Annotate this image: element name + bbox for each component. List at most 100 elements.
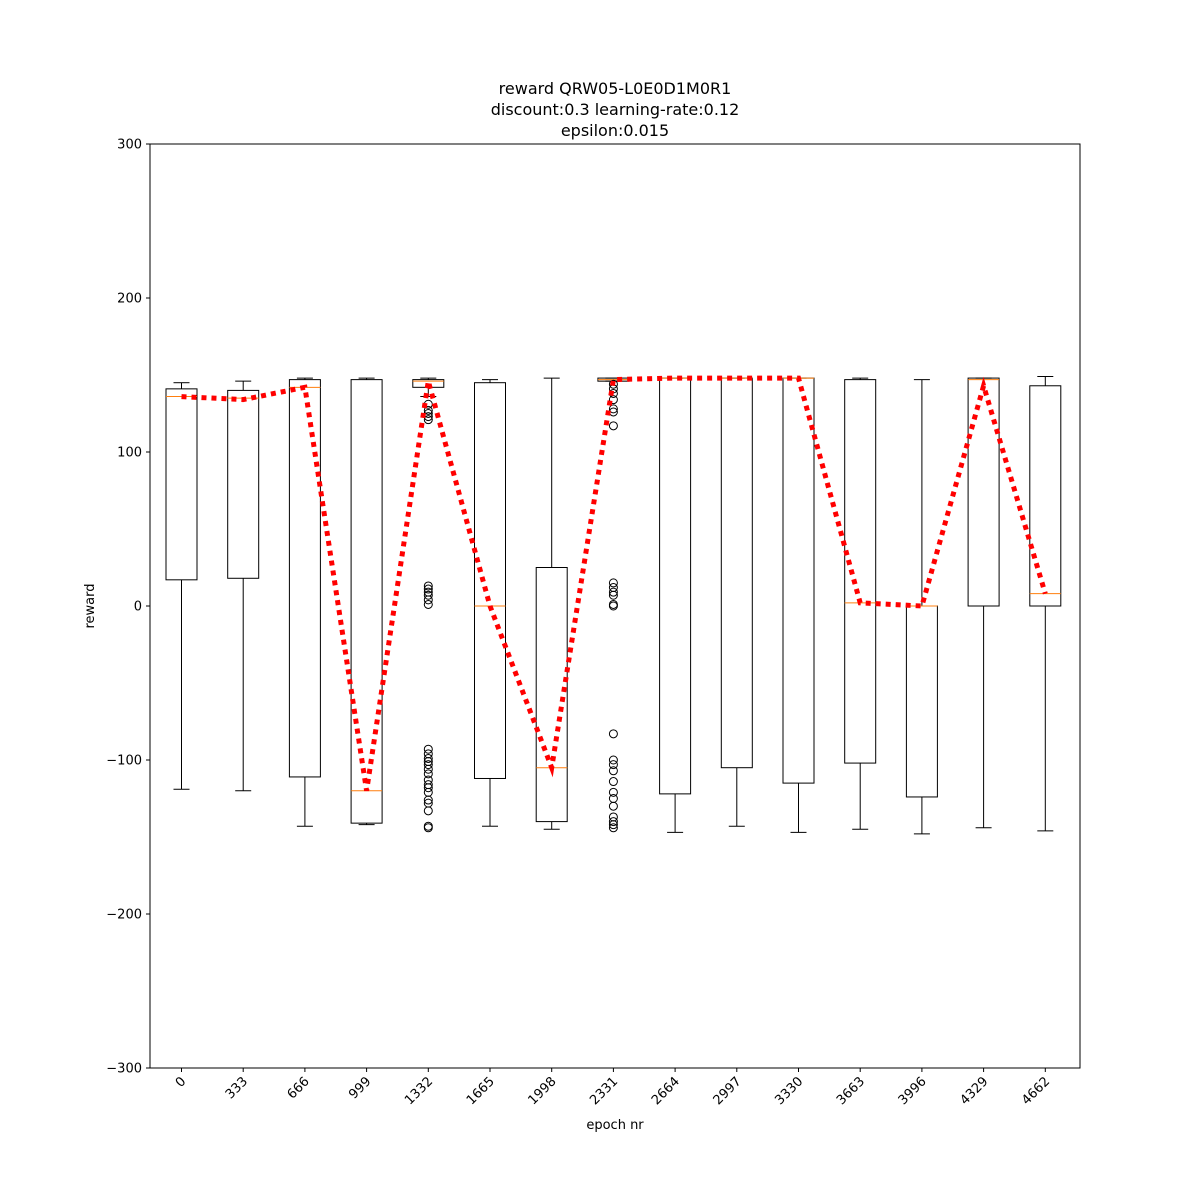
box-666 — [288, 377, 321, 827]
box-body — [535, 567, 568, 823]
x-tick-label: 2664 — [649, 1074, 683, 1108]
box-333 — [227, 380, 260, 792]
outlier-point — [608, 404, 618, 414]
outlier-point — [423, 775, 433, 785]
outlier-point — [423, 590, 433, 600]
outlier-point — [423, 787, 433, 797]
outlier-point — [423, 795, 433, 805]
outlier-point — [608, 787, 618, 797]
outlier-point — [608, 421, 618, 431]
outlier-point — [423, 783, 433, 793]
box-body — [474, 382, 506, 779]
chart-title-line-2: discount:0.3 learning-rate:0.12 — [491, 100, 740, 119]
box-1665 — [474, 379, 506, 827]
box-999 — [350, 377, 383, 826]
outlier-point — [608, 729, 618, 739]
box-body — [350, 379, 383, 824]
outlier-point — [608, 590, 618, 600]
outlier-point — [608, 820, 618, 830]
box-3996 — [905, 379, 938, 835]
outlier-point — [423, 581, 433, 591]
box-4662 — [1029, 376, 1062, 832]
outlier-point — [608, 587, 618, 597]
y-tick-label: 200 — [117, 292, 142, 307]
x-tick-label: 3663 — [834, 1074, 868, 1108]
x-tick-label: 2997 — [711, 1074, 745, 1108]
outlier-point — [608, 395, 618, 405]
x-tick-label: 1998 — [526, 1074, 560, 1108]
x-tick-label: 333 — [223, 1074, 251, 1102]
outlier-point — [608, 379, 618, 389]
outlier-point — [608, 801, 618, 811]
x-tick-label: 666 — [285, 1074, 313, 1102]
x-tick-label: 4329 — [957, 1074, 991, 1108]
outlier-point — [423, 806, 433, 816]
x-tick-label: 0 — [173, 1074, 189, 1090]
x-tick-label: 999 — [346, 1074, 374, 1102]
box-2331 — [597, 377, 630, 833]
outlier-point — [423, 823, 433, 833]
box-body — [844, 379, 877, 764]
box-body — [1029, 385, 1062, 607]
outlier-point — [608, 578, 618, 588]
y-tick-label: 0 — [134, 600, 142, 615]
box-2997 — [720, 377, 753, 827]
outlier-point — [423, 595, 433, 605]
outlier-point — [423, 769, 433, 779]
x-axis: 0 333 666 999 1332 1665 1998 2331 2664 2997 3330 36… — [173, 1068, 1053, 1108]
outlier-point — [608, 812, 618, 822]
box-body — [967, 377, 1000, 607]
outlier-point — [608, 583, 618, 593]
x-tick-label: 3330 — [772, 1074, 806, 1108]
box-body — [288, 379, 321, 778]
outlier-point — [423, 415, 433, 425]
outlier-point — [423, 749, 433, 759]
box-body — [905, 605, 938, 798]
outlier-point — [608, 823, 618, 833]
box-1998 — [535, 377, 568, 830]
y-tick-label: −300 — [106, 1062, 142, 1077]
outlier-point — [608, 755, 618, 765]
chart-title: reward QRW05-L0E0D1M0R1 discount:0.3 lea… — [491, 79, 740, 140]
x-tick-label: 4662 — [1019, 1074, 1053, 1108]
box-body — [227, 389, 260, 579]
outlier-point — [423, 764, 433, 774]
outlier-point — [608, 601, 618, 611]
mean-line — [181, 375, 1048, 792]
outlier-point — [608, 760, 618, 770]
outlier-point — [423, 405, 433, 415]
plot-area — [165, 375, 1062, 835]
x-tick-label: 1332 — [402, 1074, 436, 1108]
box-body — [659, 377, 692, 795]
outlier-point — [423, 760, 433, 770]
y-tick-label: 100 — [117, 446, 142, 461]
outlier-point — [608, 777, 618, 787]
x-tick-label: 2331 — [587, 1074, 621, 1108]
y-tick-label: 300 — [117, 138, 142, 153]
y-axis: −300 −200 −100 0 100 200 300 — [106, 138, 150, 1077]
outlier-point — [608, 794, 618, 803]
box-0 — [165, 382, 198, 790]
outlier-point — [423, 584, 433, 594]
chart-title-line-1: reward QRW05-L0E0D1M0R1 — [499, 79, 732, 98]
x-axis-label: epoch nr — [586, 1118, 644, 1133]
outlier-point — [423, 753, 433, 763]
box-1332 — [412, 377, 445, 833]
outlier-point — [608, 766, 618, 776]
box-body — [720, 377, 753, 769]
y-tick-label: −200 — [106, 908, 142, 923]
outlier-point — [608, 817, 618, 827]
x-tick-label: 1665 — [464, 1074, 498, 1108]
y-tick-label: −100 — [106, 754, 142, 769]
x-tick-label: 3996 — [896, 1074, 930, 1108]
y-axis-label: reward — [83, 583, 98, 628]
outlier-point — [423, 599, 433, 609]
box-4329 — [967, 377, 1000, 829]
box-body — [165, 388, 198, 581]
outlier-point — [423, 744, 433, 754]
box-body — [782, 377, 815, 784]
box-2664 — [659, 377, 692, 833]
chart-title-line-3: epsilon:0.015 — [561, 121, 669, 140]
box-3330 — [782, 377, 815, 833]
